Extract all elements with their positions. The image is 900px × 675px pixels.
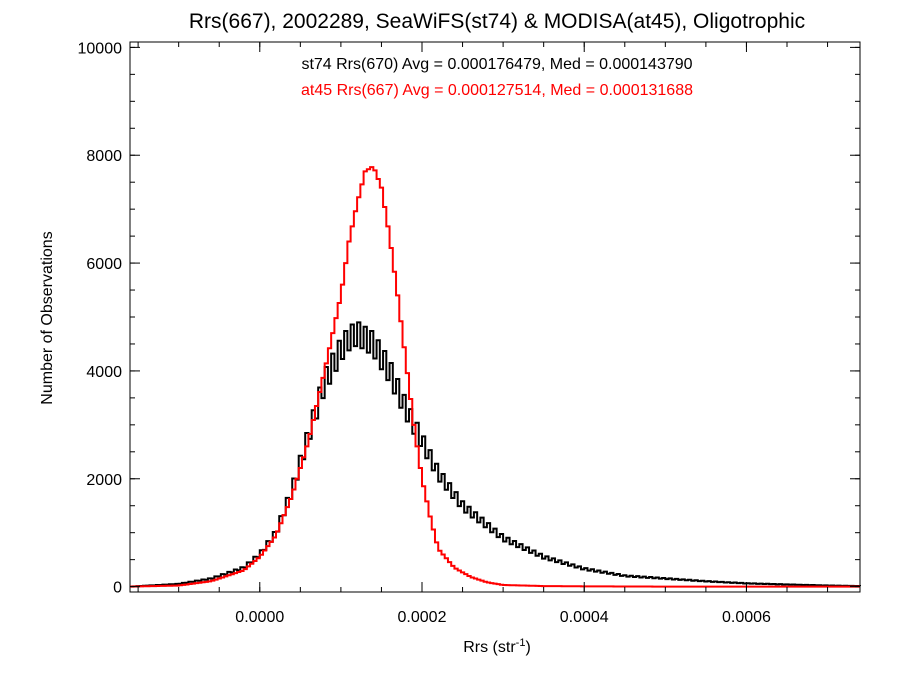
- y-tick-label: 10000: [78, 40, 123, 57]
- x-axis-title-superscript: -1: [516, 637, 526, 649]
- y-tick-label: 0: [113, 580, 122, 597]
- histogram-series-st74: [130, 321, 861, 588]
- x-axis-title-suffix: ): [525, 639, 530, 656]
- legend-annotation-2: at45 Rrs(667) Avg = 0.000127514, Med = 0…: [301, 82, 693, 99]
- y-tick-label: 8000: [86, 148, 122, 165]
- x-axis-title: Rrs (str-1): [463, 637, 531, 656]
- legend-annotation-1: st74 Rrs(670) Avg = 0.000176479, Med = 0…: [301, 56, 692, 73]
- plot-frame: [129, 41, 861, 593]
- histogram-series-at45: [130, 166, 860, 588]
- annotations: st74 Rrs(670) Avg = 0.000176479, Med = 0…: [301, 56, 693, 99]
- x-tick-label: 0.0004: [560, 609, 609, 626]
- x-tick-label: 0.0002: [398, 609, 447, 626]
- y-tick-label: 2000: [86, 472, 122, 489]
- x-tick-label: 0.0000: [235, 609, 284, 626]
- plot-area: [129, 41, 861, 593]
- y-axis-title: Number of Observations: [39, 231, 56, 404]
- y-tick-label: 4000: [86, 364, 122, 381]
- y-axis-ticks: 0 2000 4000 6000 8000 10000: [78, 40, 860, 597]
- x-axis-ticks: 0.0000 0.0002 0.0004 0.0006: [137, 42, 829, 626]
- y-tick-label: 6000: [86, 256, 122, 273]
- x-tick-label: 0.0006: [722, 609, 771, 626]
- chart-title: Rrs(667), 2002289, SeaWiFS(st74) & MODIS…: [189, 10, 805, 33]
